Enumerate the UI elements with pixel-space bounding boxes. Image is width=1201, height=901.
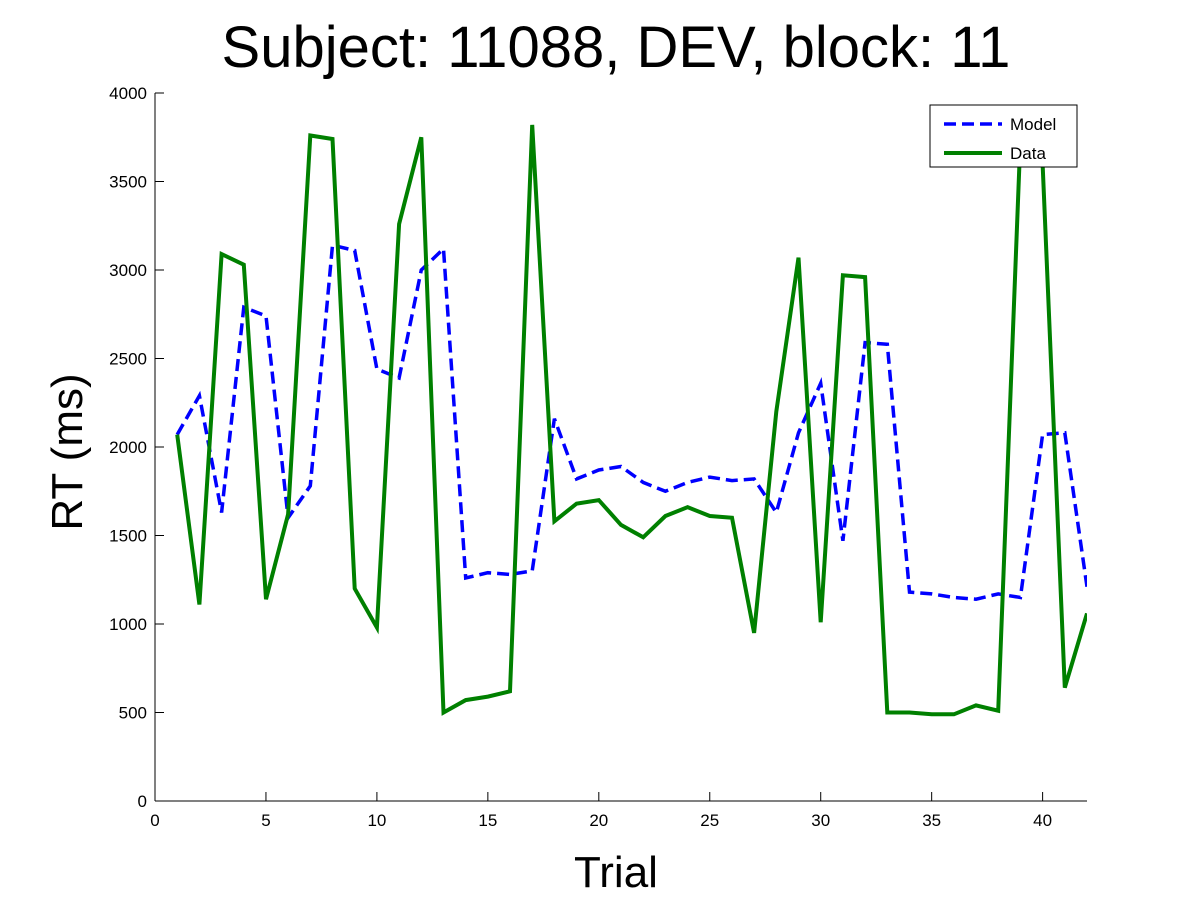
legend-label-model: Model: [1010, 115, 1056, 134]
x-tick-label: 0: [150, 811, 159, 830]
legend: Model Data: [929, 104, 1078, 168]
y-tick-label: 4000: [109, 84, 147, 103]
x-axis-label: Trial: [574, 848, 658, 897]
x-tick-label: 35: [922, 811, 941, 830]
y-tick-label: 1500: [109, 527, 147, 546]
x-tick-label: 40: [1033, 811, 1052, 830]
series-line-data: [175, 124, 1087, 717]
legend-box: [929, 104, 1078, 168]
x-tick-label: 5: [261, 811, 270, 830]
x-tick-label: 30: [811, 811, 830, 830]
series-layer: [175, 124, 1087, 717]
x-tick-label: 25: [700, 811, 719, 830]
axes: 0 5 10 15 20 25 30 35 40 0 500 1000 1500 2000 2500 3000…: [109, 84, 1087, 830]
y-tick-label: 0: [138, 792, 147, 811]
y-tick-label: 2500: [109, 350, 147, 369]
x-tick-label: 20: [589, 811, 608, 830]
y-tick-label: 2000: [109, 438, 147, 457]
x-tick-label: 15: [478, 811, 497, 830]
y-tick-label: 1000: [109, 615, 147, 634]
chart-title: Subject: 11088, DEV, block: 11: [222, 15, 1011, 80]
y-tick-label: 3500: [109, 173, 147, 192]
plot-area: [155, 93, 1087, 801]
series-line-model: [175, 243, 1087, 601]
y-tick-label: 3000: [109, 261, 147, 280]
plot-background: [155, 93, 1087, 801]
y-tick-label: 500: [119, 704, 147, 723]
legend-label-data: Data: [1010, 144, 1046, 163]
y-axis-label: RT (ms): [43, 373, 92, 530]
x-tick-label: 10: [367, 811, 386, 830]
